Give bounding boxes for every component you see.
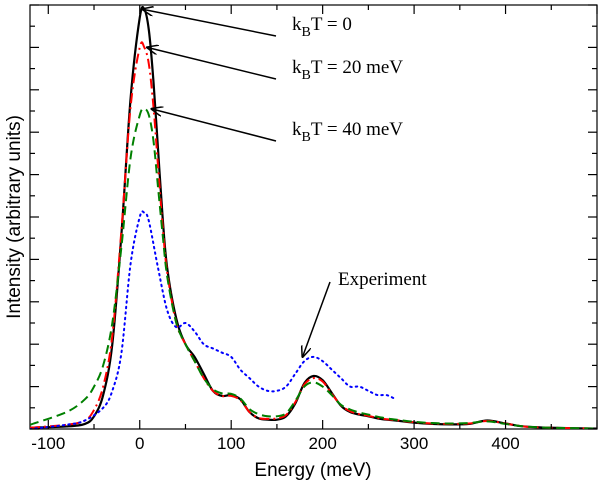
x-tick-label: 300 xyxy=(400,434,428,453)
annotation-layer: kBT = 0 kBT = 20 meV kBT = 40 meV Experimen… xyxy=(142,9,427,357)
x-tick-label: 400 xyxy=(491,434,519,453)
x-tick-label: 100 xyxy=(217,434,245,453)
x-tick-label: 0 xyxy=(135,434,144,453)
annotation-label: Experiment xyxy=(338,269,427,290)
annotation-arrow xyxy=(303,281,331,357)
series-line-dashed xyxy=(30,107,597,429)
annotation-arrow xyxy=(152,109,277,142)
series-line-dotted xyxy=(30,210,397,429)
series-line-dash-dot xyxy=(30,41,597,429)
annotation-label: kBT = 40 meV xyxy=(292,119,403,145)
annotation-arrow xyxy=(142,9,277,37)
annotation-arrow xyxy=(147,47,277,80)
x-axis-title: Energy (meV) xyxy=(254,460,371,481)
series-layer xyxy=(30,5,597,429)
y-axis-title: Intensity (arbitrary units) xyxy=(4,115,25,319)
x-tick-label: -100 xyxy=(31,434,65,453)
x-tick-label: 200 xyxy=(308,434,336,453)
annotation-label: kBT = 0 xyxy=(292,14,352,40)
ticks-layer: -100 0 100 200 300 400 xyxy=(30,4,598,453)
annotation-label: kBT = 20 meV xyxy=(292,57,403,83)
